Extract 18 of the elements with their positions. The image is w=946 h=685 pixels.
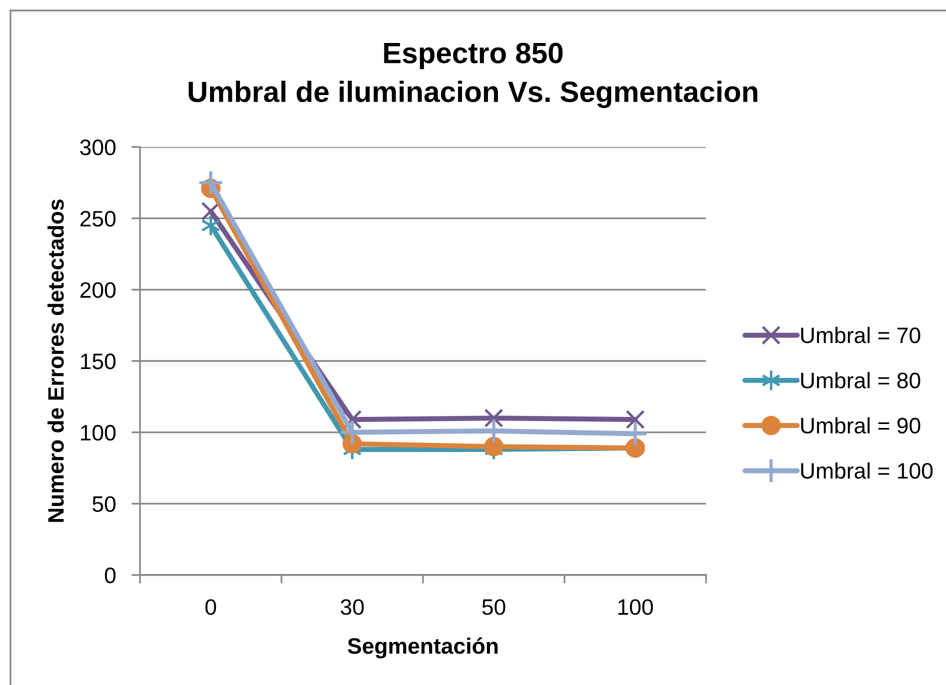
x-tick-label: 50 bbox=[482, 599, 506, 615]
y-tick-label: 0 bbox=[104, 568, 116, 584]
y-tick-label: 150 bbox=[81, 354, 116, 370]
legend-label: Umbral = 70 bbox=[801, 326, 920, 344]
legend-label: Umbral = 100 bbox=[801, 462, 933, 479]
x-tick-label: 100 bbox=[618, 599, 653, 615]
legend-label: Umbral = 80 bbox=[801, 372, 920, 388]
y-tick-label: 200 bbox=[80, 282, 116, 298]
y-tick-label: 50 bbox=[92, 496, 116, 512]
x-tick-label: 30 bbox=[340, 599, 364, 615]
y-tick-label: 300 bbox=[80, 140, 116, 156]
y-tick-label: 250 bbox=[80, 210, 116, 227]
y-axis-title: Numero de Errores detectados bbox=[47, 200, 64, 522]
legend-label: Umbral = 90 bbox=[801, 417, 920, 434]
y-tick-label: 100 bbox=[81, 424, 116, 441]
x-tick-label: 0 bbox=[205, 599, 216, 615]
chart-title: Espectro 850 Umbral de iluminacion Vs. Segmentacion bbox=[188, 42, 758, 108]
x-axis-title: Segmentación bbox=[348, 637, 498, 658]
